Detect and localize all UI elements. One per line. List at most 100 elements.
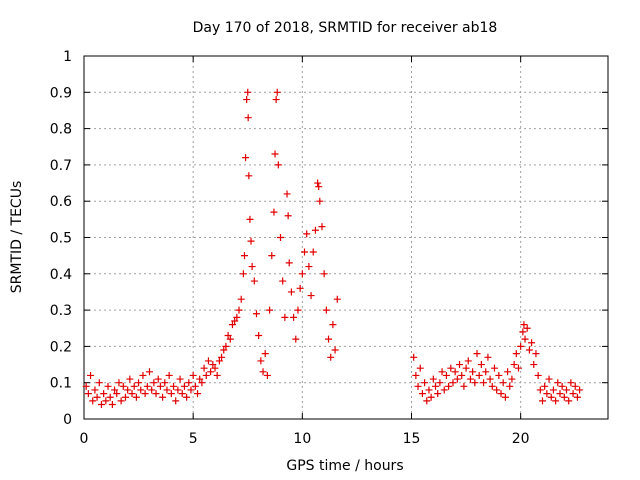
data-point — [196, 375, 204, 383]
data-point — [243, 96, 251, 104]
data-point — [315, 183, 323, 191]
data-point — [178, 390, 186, 398]
data-point — [104, 382, 112, 390]
data-point — [274, 161, 282, 169]
data-point — [207, 368, 215, 376]
data-point — [126, 375, 134, 383]
data-point — [89, 397, 97, 405]
data-point — [545, 375, 553, 383]
data-point — [163, 386, 171, 394]
data-point — [484, 353, 492, 361]
data-point — [135, 379, 143, 387]
data-point — [508, 375, 516, 383]
data-point — [543, 390, 551, 398]
data-point — [414, 382, 422, 390]
data-point — [202, 371, 210, 379]
data-point — [477, 361, 485, 369]
data-point — [292, 335, 300, 343]
data-point — [440, 386, 448, 394]
data-point — [488, 382, 496, 390]
data-point — [565, 397, 573, 405]
data-point — [150, 379, 158, 387]
data-point — [486, 375, 494, 383]
data-point — [499, 379, 507, 387]
data-point — [198, 379, 206, 387]
data-point — [521, 335, 529, 343]
data-point — [287, 288, 295, 296]
data-point — [473, 350, 481, 358]
data-point — [185, 379, 193, 387]
data-point — [567, 379, 575, 387]
data-point — [320, 270, 328, 278]
data-point — [301, 248, 309, 256]
data-point — [137, 386, 145, 394]
data-point — [497, 390, 505, 398]
data-point — [490, 364, 498, 372]
y-tick-label: 0.8 — [50, 122, 72, 138]
x-tick-label: 20 — [512, 431, 530, 447]
data-point — [412, 371, 420, 379]
data-point — [141, 390, 149, 398]
data-point — [303, 230, 311, 238]
data-point — [305, 263, 313, 271]
data-point — [266, 306, 274, 314]
data-point — [187, 386, 195, 394]
data-point — [180, 382, 188, 390]
data-point — [573, 393, 581, 401]
data-point — [493, 386, 501, 394]
y-tick-label: 0 — [63, 412, 72, 428]
data-point — [466, 375, 474, 383]
data-point — [563, 386, 571, 394]
data-point — [242, 154, 250, 162]
data-point — [220, 346, 228, 354]
data-point — [211, 364, 219, 372]
data-point — [82, 382, 90, 390]
data-point — [482, 368, 490, 376]
data-point — [298, 270, 306, 278]
data-point — [569, 390, 577, 398]
data-point — [213, 371, 221, 379]
data-point — [226, 335, 234, 343]
data-point — [501, 393, 509, 401]
data-point — [547, 393, 555, 401]
y-axis-label: SRMTID / TECUs — [9, 181, 25, 294]
data-point — [504, 368, 512, 376]
data-point — [539, 397, 546, 405]
y-tick-label: 0.6 — [50, 194, 72, 210]
data-point — [111, 386, 119, 394]
data-point — [209, 361, 217, 369]
data-point — [233, 313, 241, 321]
data-point — [475, 371, 483, 379]
data-point — [552, 397, 560, 405]
data-point — [165, 371, 173, 379]
data-point — [528, 339, 536, 347]
data-point — [235, 306, 243, 314]
data-point — [204, 357, 212, 365]
data-point — [170, 382, 178, 390]
data-point — [148, 386, 156, 394]
data-point — [281, 313, 289, 321]
data-point — [447, 364, 455, 372]
data-point — [152, 390, 160, 398]
data-point — [244, 88, 252, 96]
data-point — [87, 371, 95, 379]
data-point — [438, 368, 446, 376]
data-point — [273, 88, 281, 96]
data-point — [143, 382, 151, 390]
data-point — [106, 393, 114, 401]
data-point — [333, 295, 341, 303]
y-tick-label: 0.1 — [50, 376, 72, 392]
data-point — [119, 382, 127, 390]
data-point — [117, 397, 125, 405]
data-point — [512, 350, 520, 358]
data-point — [183, 393, 191, 401]
data-point — [416, 364, 424, 372]
data-point — [554, 379, 562, 387]
data-point — [191, 382, 199, 390]
data-point — [172, 397, 180, 405]
data-point — [121, 393, 129, 401]
data-point — [327, 353, 335, 361]
data-point — [167, 390, 175, 398]
data-point — [284, 212, 292, 220]
data-point — [224, 332, 232, 340]
